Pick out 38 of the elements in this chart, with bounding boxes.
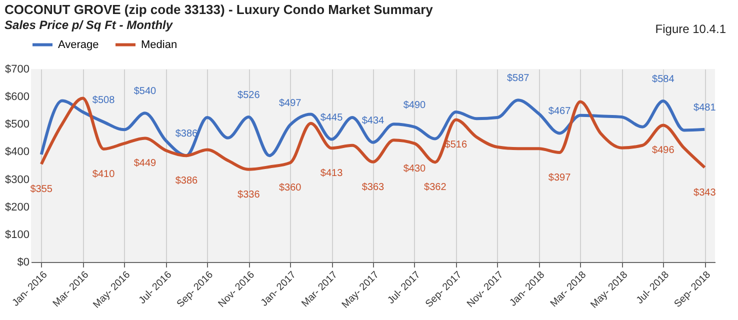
chart-title: COCONUT GROVE (zip code 33133) - Luxury Condo Market Summary — [4, 2, 434, 17]
y-tick-label: $700 — [5, 64, 30, 76]
data-label: $362 — [424, 182, 447, 194]
data-label: $355 — [30, 184, 53, 196]
data-label: $584 — [652, 74, 675, 85]
data-label: $386 — [175, 176, 198, 187]
chart-subtitle: Sales Price p/ Sq Ft - Monthly — [4, 18, 174, 32]
data-label: $363 — [362, 182, 385, 193]
caption: Figure 10.4.1 — [655, 22, 726, 36]
y-tick-label: $200 — [5, 201, 30, 214]
data-label: $430 — [403, 163, 426, 174]
data-label: $526 — [238, 90, 260, 101]
y-tick-label: $600 — [5, 91, 30, 104]
data-label: $343 — [694, 187, 716, 198]
data-label: $397 — [548, 172, 572, 184]
data-label: $496 — [652, 145, 675, 156]
data-label: $481 — [694, 102, 716, 114]
legend-label: Average — [58, 38, 99, 51]
data-label: $497 — [278, 98, 302, 109]
data-label: $587 — [506, 73, 530, 84]
data-label: $413 — [320, 168, 344, 180]
data-label: $449 — [134, 158, 157, 170]
data-label: $540 — [134, 86, 157, 98]
y-tick-label: $300 — [5, 174, 30, 186]
data-label: $516 — [444, 140, 468, 151]
data-label: $508 — [92, 94, 116, 106]
y-tick-label: $400 — [5, 146, 30, 158]
data-label: $434 — [362, 115, 385, 126]
data-label: $445 — [320, 112, 344, 124]
y-tick-label: $100 — [5, 228, 30, 241]
legend-label: Median — [141, 38, 178, 51]
data-label: $410 — [92, 168, 116, 180]
y-tick-label: $500 — [5, 118, 30, 131]
y-tick-label: $0 — [17, 256, 30, 268]
data-label: $490 — [403, 100, 426, 111]
data-label: $336 — [238, 189, 260, 200]
data-label: $467 — [548, 106, 572, 118]
data-label: $360 — [278, 182, 302, 194]
